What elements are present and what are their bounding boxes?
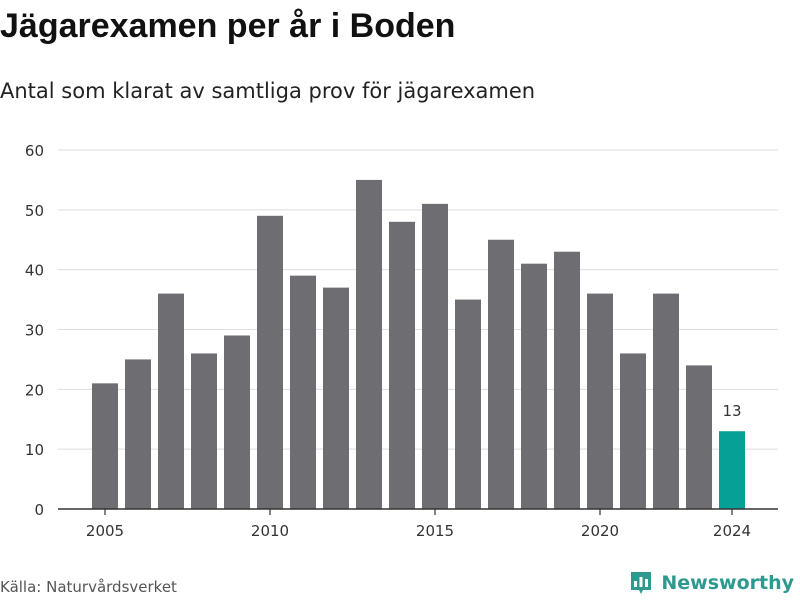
bar [323,287,349,509]
bar [125,359,151,509]
data-labels: 13 [722,402,741,420]
bar [191,353,217,509]
brand-logo-group: Newsworthy [629,570,794,596]
y-tick-label: 0 [34,501,44,519]
y-tick-label: 50 [25,202,44,220]
y-axis-ticks: 0 10 20 30 40 50 60 [25,142,44,519]
x-tick-label: 2015 [416,522,454,540]
y-tick-label: 10 [25,441,44,459]
bars [92,179,745,510]
bar [422,203,448,509]
brand-name: Newsworthy [661,572,794,594]
bar-chart: 0 10 20 30 40 50 60 13 2005 2010 2015 2020 2024 [25,142,778,540]
source-note: Källa: Naturvårdsverket [0,578,177,596]
x-tick-label: 2020 [581,522,619,540]
y-tick-label: 60 [25,142,44,160]
bar [224,335,250,509]
bar [521,263,547,509]
bar [257,215,283,510]
bar-highlight [719,431,745,509]
x-tick-label: 2005 [86,522,124,540]
bar [587,293,613,509]
bar [620,353,646,509]
newsworthy-logo-icon [631,572,652,594]
bar [158,293,184,509]
y-tick-label: 20 [25,381,44,399]
chart-subtitle: Antal som klarat av samtliga prov för jä… [0,79,536,103]
bar [92,383,118,509]
y-tick-label: 30 [25,322,44,340]
bar [290,275,316,509]
bar [686,365,712,509]
bar [488,239,514,509]
y-tick-label: 40 [25,262,44,280]
chart-title: Jägarexamen per år i Boden [0,7,456,45]
x-tick-label: 2010 [251,522,289,540]
x-axis-ticks: 2005 2010 2015 2020 2024 [86,509,751,540]
bar [455,299,481,509]
bar [389,221,415,510]
x-tick-label: 2024 [713,522,751,540]
bar [554,251,580,509]
bar [653,293,679,509]
bar [356,179,382,509]
data-label: 13 [722,402,741,420]
